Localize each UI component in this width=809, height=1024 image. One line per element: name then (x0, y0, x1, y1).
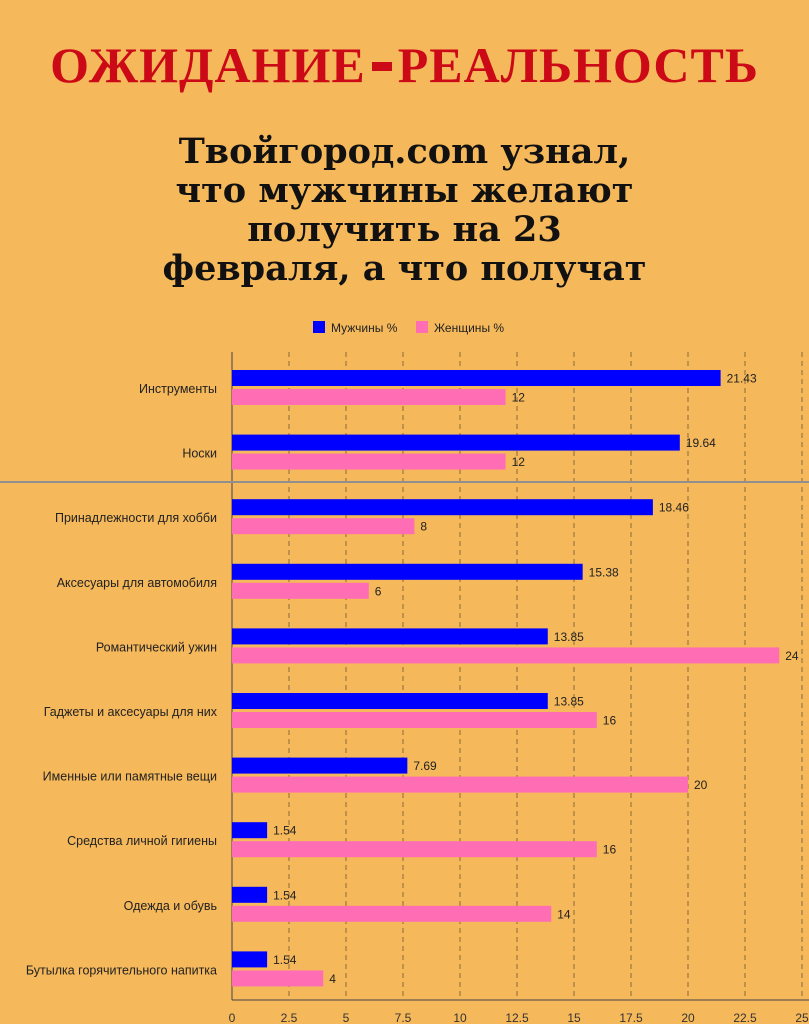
x-tick-label-0: 0 (229, 1011, 236, 1024)
legend-swatch-men (313, 321, 325, 333)
data-label-women-8: 14 (557, 907, 571, 921)
x-tick-label-8: 20 (681, 1011, 695, 1024)
x-tick-label-7: 17.5 (619, 1011, 643, 1024)
bar-men-3 (232, 563, 583, 580)
x-tick-label-5: 12.5 (505, 1011, 529, 1024)
bar-women-5 (232, 712, 597, 728)
data-label-men-4: 13.85 (554, 630, 584, 644)
category-label-2: Принадлежности для хобби (55, 511, 217, 525)
bar-women-8 (232, 905, 552, 922)
bar-men-7 (232, 822, 268, 839)
data-label-men-9: 1.54 (273, 953, 297, 967)
bar-men-6 (232, 757, 408, 774)
category-label-5: Гаджеты и аксесуары для них (44, 705, 218, 719)
data-label-women-9: 4 (329, 972, 336, 986)
headline-expectation: ОЖИДАНИЕ (50, 37, 366, 93)
legend-swatch-women (416, 321, 428, 333)
subtitle-line-4: февраля, а что получат (162, 248, 647, 289)
category-label-6: Именные или памятные вещи (43, 770, 217, 784)
category-label-1: Носки (182, 447, 217, 461)
data-label-women-3: 6 (375, 584, 382, 598)
data-label-women-4: 24 (785, 649, 799, 663)
bar-women-9 (232, 970, 324, 987)
x-tick-label-10: 25 (795, 1011, 809, 1024)
category-label-4: Романтический ужин (96, 640, 217, 654)
legend-label-men: Мужчины % (331, 321, 398, 335)
data-label-men-1: 19.64 (686, 436, 716, 450)
bar-women-1 (232, 453, 506, 470)
bar-women-2 (232, 518, 415, 535)
subtitle-line-3: получить на 23 (247, 209, 562, 250)
data-label-men-7: 1.54 (273, 824, 297, 838)
data-label-men-5: 13.85 (554, 695, 584, 709)
headline-reality: РЕАЛЬНОСТЬ (397, 37, 759, 93)
x-tick-label-9: 22.5 (733, 1011, 757, 1024)
bar-women-3 (232, 582, 369, 599)
x-tick-label-2: 5 (343, 1011, 350, 1024)
headline-dash (371, 62, 392, 72)
x-tick-label-4: 10 (453, 1011, 467, 1024)
divider-line (0, 481, 809, 483)
bar-women-7 (232, 841, 597, 858)
x-tick-label-6: 15 (567, 1011, 581, 1024)
category-label-8: Одежда и обувь (124, 899, 217, 913)
category-label-9: Бутылка горячительного напитка (26, 963, 217, 977)
x-tick-label-1: 2.5 (281, 1011, 298, 1024)
subtitle-line-2: что мужчины желают (175, 170, 634, 211)
data-label-women-6: 20 (694, 778, 708, 792)
data-label-men-3: 15.38 (589, 565, 619, 579)
data-label-women-1: 12 (512, 455, 526, 469)
data-label-men-8: 1.54 (273, 888, 297, 902)
bar-men-1 (232, 434, 680, 451)
x-tick-label-3: 7.5 (395, 1011, 412, 1024)
data-label-women-2: 8 (420, 520, 427, 534)
data-label-men-2: 18.46 (659, 501, 689, 515)
category-label-7: Средства личной гигиены (67, 834, 217, 848)
headline: ОЖИДАНИЕ РЕАЛЬНОСТЬ (0, 36, 809, 94)
data-label-women-7: 16 (603, 843, 617, 857)
bar-men-9 (232, 951, 268, 968)
subtitle: Твойгород.com узнал, что мужчины желают … (0, 132, 809, 288)
category-label-3: Аксесуары для автомобиля (57, 576, 217, 590)
bar-men-2 (232, 499, 653, 516)
subtitle-line-1: Твойгород.com узнал, (178, 131, 631, 172)
bar-men-0 (232, 370, 721, 386)
bar-women-4 (232, 647, 780, 664)
bar-men-8 (232, 886, 268, 903)
data-label-women-5: 16 (603, 714, 617, 728)
bar-women-6 (232, 776, 688, 793)
bar-women-0 (232, 389, 506, 405)
category-label-0: Инструменты (139, 382, 217, 396)
data-label-men-0: 21.43 (727, 372, 757, 386)
bar-men-4 (232, 628, 548, 645)
data-label-women-0: 12 (512, 391, 526, 405)
legend-label-women: Женщины % (434, 321, 504, 335)
bar-men-5 (232, 693, 548, 709)
data-label-men-6: 7.69 (413, 759, 437, 773)
